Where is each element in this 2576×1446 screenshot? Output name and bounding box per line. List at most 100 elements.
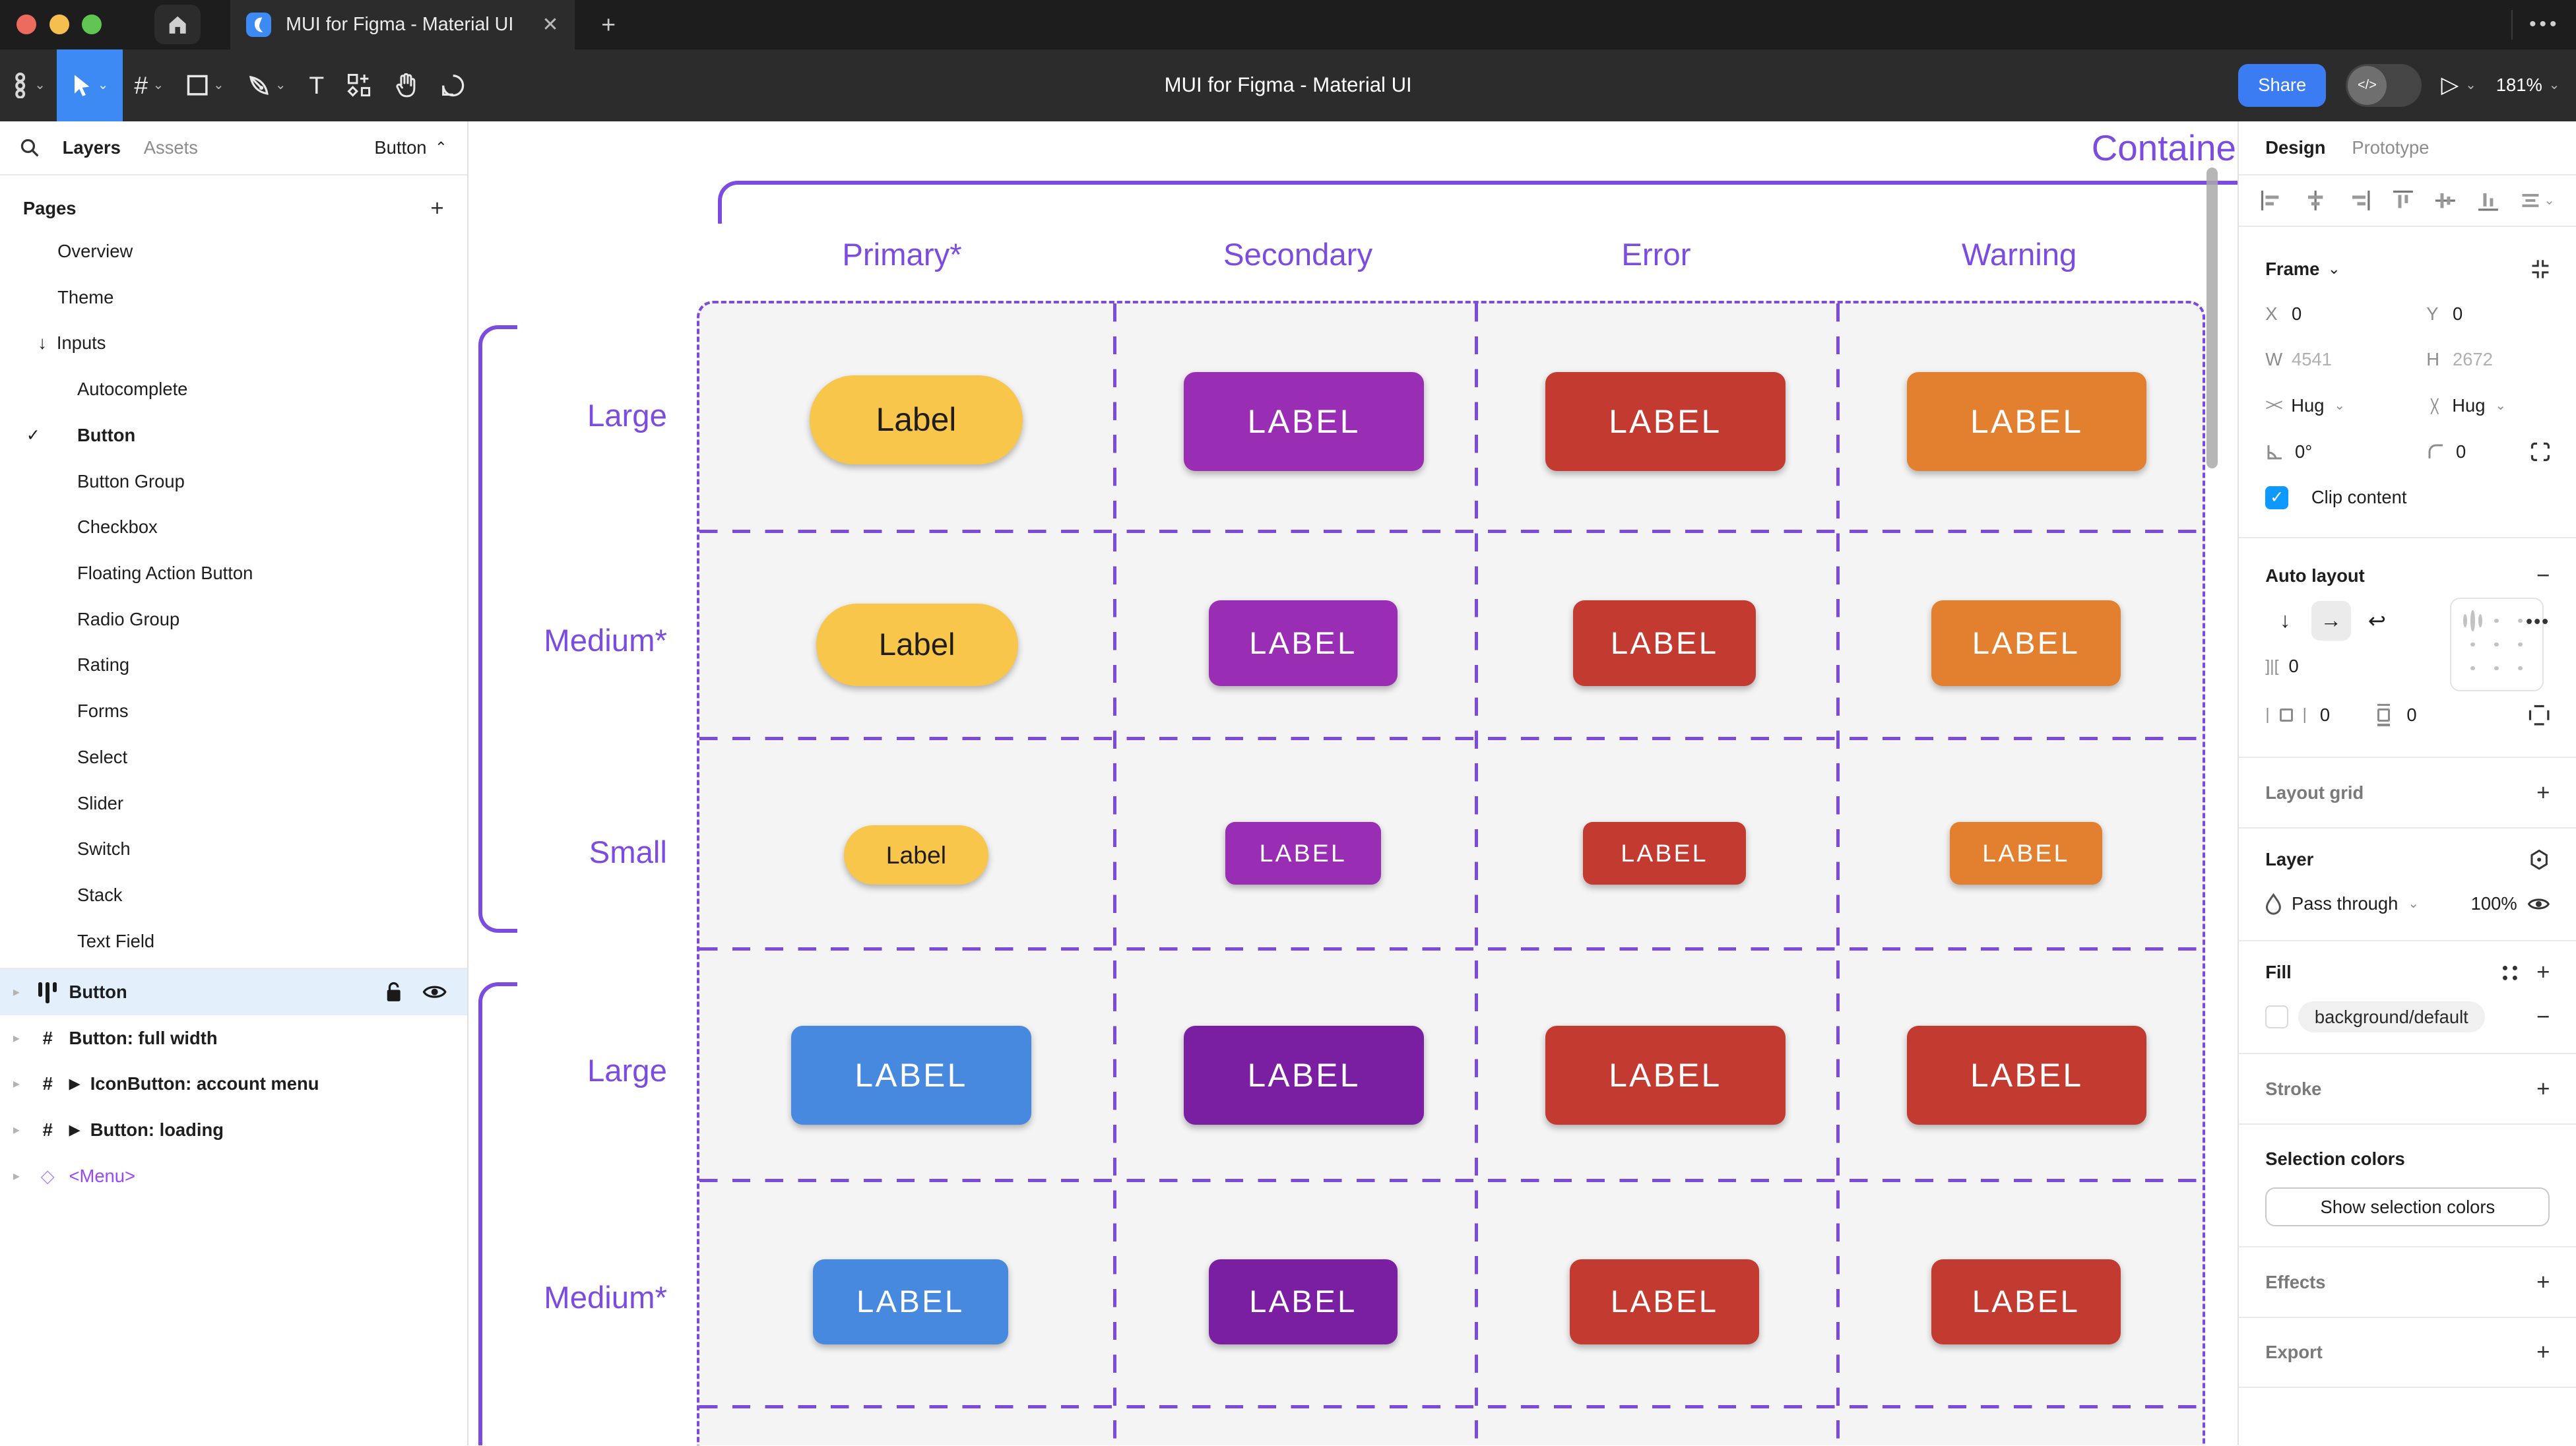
rotation-value[interactable]: 0° <box>2295 441 2313 462</box>
home-button[interactable] <box>154 5 201 45</box>
canvas-button-primary-medium[interactable]: Label <box>816 604 1018 686</box>
canvas-button-error-small[interactable]: LABEL <box>1583 822 1746 885</box>
maximize-window-button[interactable] <box>82 15 102 35</box>
tab-close-icon[interactable]: ✕ <box>542 13 559 36</box>
expand-chevron-icon[interactable]: ▸ <box>13 984 20 999</box>
add-effect-button[interactable]: + <box>2536 1269 2550 1295</box>
blend-mode-icon[interactable] <box>2528 849 2550 870</box>
hug-vertical-value[interactable]: Hug <box>2452 394 2486 416</box>
zoom-menu[interactable]: 181% ⌄ <box>2496 75 2560 96</box>
canvas-button-warning-large[interactable]: LABEL <box>1906 1026 2147 1125</box>
main-menu-button[interactable]: ⌄ <box>0 49 57 122</box>
canvas-button-secondary-large[interactable]: LABEL <box>1184 1026 1424 1125</box>
distribute-menu[interactable]: ⌄ <box>2521 191 2555 210</box>
frame-title-contained[interactable]: Contained <box>2091 127 2238 168</box>
page-item-radio-group[interactable]: Radio Group <box>0 596 467 643</box>
page-item-inputs[interactable]: ↓ Inputs <box>0 320 467 366</box>
add-layout-grid-button[interactable]: + <box>2536 779 2550 805</box>
direction-vertical-button[interactable]: ↓ <box>2279 608 2291 633</box>
y-value[interactable]: 0 <box>2453 303 2463 324</box>
canvas-button-secondary-medium[interactable]: LABEL <box>1208 600 1398 686</box>
frame-tool-button[interactable]: # ⌄ <box>123 49 176 122</box>
page-item-select[interactable]: Select <box>0 734 467 780</box>
shape-tool-button[interactable]: ⌄ <box>176 49 236 122</box>
visibility-eye-icon[interactable] <box>422 983 447 1001</box>
frame-section-title[interactable]: Frame <box>2265 259 2320 280</box>
page-item-slider[interactable]: Slider <box>0 780 467 827</box>
dev-mode-toggle[interactable]: </> <box>2346 64 2422 107</box>
expand-chevron-icon[interactable]: ▸ <box>13 1168 20 1183</box>
layer-item--menu-[interactable]: ▸ ◇ <Menu> <box>0 1153 467 1199</box>
hand-tool-button[interactable] <box>383 49 430 122</box>
page-item-button[interactable]: ✓ Button <box>0 412 467 458</box>
opacity-value[interactable]: 100% <box>2470 893 2517 914</box>
padding-vertical-value[interactable]: 0 <box>2406 704 2417 725</box>
independent-padding-icon[interactable] <box>2528 705 2550 726</box>
add-page-button[interactable]: + <box>430 195 444 222</box>
canvas-button-secondary-medium[interactable]: LABEL <box>1208 1259 1398 1345</box>
align-top-icon[interactable] <box>2393 190 2413 211</box>
resources-tool-button[interactable] <box>336 49 383 122</box>
tab-assets[interactable]: Assets <box>143 137 198 158</box>
collapse-icon[interactable] <box>2530 259 2550 279</box>
canvas-button-primary-large[interactable]: Label <box>809 375 1023 464</box>
text-tool-button[interactable]: T <box>298 49 336 122</box>
w-value[interactable]: 4541 <box>2292 349 2332 370</box>
move-tool-button[interactable]: ⌄ <box>57 49 123 122</box>
layer-item-button-full-width[interactable]: ▸ # Button: full width <box>0 1015 467 1061</box>
align-v-center-icon[interactable] <box>2435 190 2456 211</box>
canvas-button-error-medium[interactable]: LABEL <box>1570 1259 1759 1345</box>
clip-content-checkbox[interactable]: ✓ <box>2265 486 2289 509</box>
add-stroke-button[interactable]: + <box>2536 1075 2550 1102</box>
expand-chevron-icon[interactable]: ▸ <box>13 1077 20 1092</box>
remove-auto-layout-button[interactable]: − <box>2536 563 2550 589</box>
align-right-icon[interactable] <box>2349 191 2370 210</box>
align-left-icon[interactable] <box>2261 191 2282 210</box>
styles-icon[interactable] <box>2500 963 2520 983</box>
page-item-floating-action-button[interactable]: Floating Action Button <box>0 550 467 596</box>
page-item-autocomplete[interactable]: Autocomplete <box>0 366 467 412</box>
present-button[interactable]: ▷ ⌄ <box>2441 72 2476 98</box>
direction-horizontal-button[interactable]: → <box>2311 600 2351 641</box>
auto-layout-more-icon[interactable]: ••• <box>2526 610 2550 631</box>
comment-tool-button[interactable] <box>430 49 477 122</box>
pen-tool-button[interactable]: ⌄ <box>236 49 298 122</box>
canvas-button-primary-medium[interactable]: LABEL <box>812 1259 1008 1345</box>
window-menu-icon[interactable]: ••• <box>2529 13 2560 36</box>
canvas-button-warning-medium[interactable]: LABEL <box>1931 600 2121 686</box>
close-window-button[interactable] <box>16 15 36 35</box>
page-item-overview[interactable]: Overview <box>0 228 467 274</box>
canvas-button-warning-small[interactable]: LABEL <box>1949 822 2103 885</box>
page-item-checkbox[interactable]: Checkbox <box>0 504 467 550</box>
expand-chevron-icon[interactable]: ▸ <box>13 1030 20 1046</box>
new-tab-button[interactable]: + <box>601 10 616 38</box>
show-selection-colors-button[interactable]: Show selection colors <box>2265 1187 2550 1227</box>
page-item-theme[interactable]: Theme <box>0 274 467 321</box>
canvas-button-error-large[interactable]: LABEL <box>1545 372 1786 471</box>
tab-design[interactable]: Design <box>2265 137 2326 158</box>
canvas-button-secondary-large[interactable]: LABEL <box>1184 372 1424 471</box>
page-item-rating[interactable]: Rating <box>0 643 467 689</box>
canvas-button-error-large[interactable]: LABEL <box>1545 1026 1786 1125</box>
collapse-arrow-icon[interactable]: ↓ <box>38 332 47 354</box>
layer-item-iconbutton-account-menu[interactable]: ▸ # ▶ IconButton: account menu <box>0 1061 467 1107</box>
canvas-button-secondary-small[interactable]: LABEL <box>1225 822 1382 885</box>
tab-mui-for-figma[interactable]: MUI for Figma - Material UI ✕ <box>230 0 575 49</box>
fill-style-name[interactable]: background/default <box>2298 1001 2485 1033</box>
corner-radius-value[interactable]: 0 <box>2456 441 2466 462</box>
search-icon[interactable] <box>20 138 40 158</box>
canvas-button-error-medium[interactable]: LABEL <box>1573 600 1756 686</box>
alignment-matrix[interactable] <box>2449 597 2544 691</box>
canvas-button-warning-medium[interactable]: LABEL <box>1931 1259 2121 1345</box>
page-selector[interactable]: Button ⌃ <box>374 137 447 158</box>
add-fill-button[interactable]: + <box>2536 959 2550 986</box>
canvas[interactable]: Contained Primary*SecondaryErrorWarning … <box>468 121 2238 1446</box>
page-item-stack[interactable]: Stack <box>0 872 467 918</box>
h-value[interactable]: 2672 <box>2453 349 2493 370</box>
clip-content-row[interactable]: ✓ Clip content <box>2265 475 2550 521</box>
fill-color-swatch[interactable] <box>2265 1005 2289 1029</box>
page-item-text-field[interactable]: Text Field <box>0 918 467 964</box>
direction-wrap-button[interactable]: ↩ <box>2367 608 2387 633</box>
page-item-button-group[interactable]: Button Group <box>0 458 467 505</box>
independent-corners-icon[interactable] <box>2530 442 2550 462</box>
